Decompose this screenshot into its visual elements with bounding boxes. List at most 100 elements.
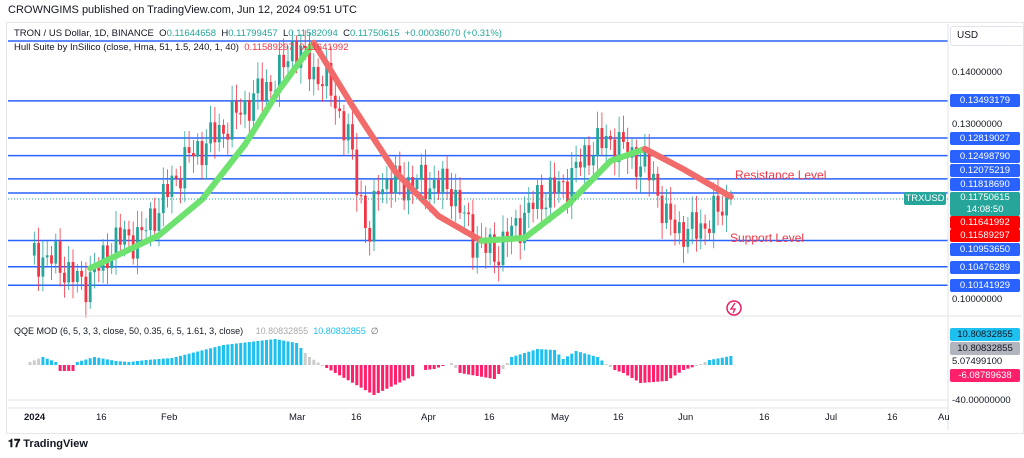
qqe-bar xyxy=(604,364,608,365)
qqe-bar xyxy=(716,358,720,365)
candle xyxy=(161,183,165,214)
qqe-bar xyxy=(157,359,161,365)
candle xyxy=(45,255,49,258)
candle xyxy=(488,234,492,253)
qqe-bar xyxy=(84,359,88,365)
qqe-bar xyxy=(703,362,707,365)
qqe-bar xyxy=(247,342,251,365)
candle xyxy=(32,242,36,256)
qqe-bar xyxy=(389,365,393,387)
candle xyxy=(402,178,406,201)
candle xyxy=(71,261,75,283)
qqe-bar xyxy=(174,356,178,365)
candle xyxy=(708,228,711,234)
candle xyxy=(639,166,642,177)
qqe-bar xyxy=(406,365,410,379)
price-tick: 0.13000000 xyxy=(952,119,1003,130)
qqe-bar xyxy=(535,349,539,365)
candle xyxy=(101,245,105,271)
hull-legend: Hull Suite by InSilico (close, Hma, 51, … xyxy=(14,42,349,53)
qqe-bar xyxy=(41,357,45,365)
candle xyxy=(157,213,161,231)
candle xyxy=(415,179,419,190)
qqe-bar xyxy=(376,365,380,393)
candle xyxy=(591,155,595,166)
qqe-bar xyxy=(308,357,311,365)
candle xyxy=(394,165,397,194)
qqe-bar xyxy=(252,341,256,365)
candle xyxy=(110,258,114,269)
level-tag: 0.12819027 xyxy=(950,132,1020,145)
candle xyxy=(557,181,561,194)
candle xyxy=(587,145,591,166)
qqe-bar xyxy=(566,356,569,365)
candle xyxy=(149,208,152,231)
candle xyxy=(531,202,535,210)
qqe-bar xyxy=(505,363,509,365)
candle xyxy=(88,272,92,303)
candle xyxy=(200,141,204,166)
hull-value-2: 0.11641992 xyxy=(299,42,349,53)
candle xyxy=(716,195,720,212)
candle xyxy=(656,173,660,196)
candle xyxy=(355,149,359,196)
level-tag: 0.12075219 xyxy=(950,164,1020,177)
tradingview-logo[interactable]: 𝟏𝟕 TradingView xyxy=(8,438,88,451)
candle xyxy=(153,208,157,231)
qqe-bar xyxy=(617,365,621,372)
currency-button[interactable]: USD xyxy=(950,26,1024,46)
symbol-title[interactable]: TRON / US Dollar, 1D, BINANCE xyxy=(14,28,154,39)
candle xyxy=(41,257,45,277)
qqe-value-2: 10.80832855 xyxy=(313,326,366,336)
qqe-bar xyxy=(484,365,488,378)
qqe-bar xyxy=(578,352,582,365)
qqe-bar xyxy=(475,365,479,376)
candle xyxy=(140,227,144,231)
qqe-bar xyxy=(243,342,247,365)
time-label: Mar xyxy=(289,412,306,423)
qqe-bar xyxy=(67,365,71,371)
qqe-bar xyxy=(514,355,518,365)
candle xyxy=(579,161,582,168)
candle xyxy=(239,112,243,115)
candle xyxy=(192,153,195,157)
qqe-bar xyxy=(226,344,230,365)
qqe-value-1: 10.80832855 xyxy=(255,326,309,336)
level-tag: 0.10476289 xyxy=(950,261,1020,274)
time-label: Au xyxy=(938,412,950,423)
candle xyxy=(282,54,286,68)
flash-icon[interactable] xyxy=(726,300,742,316)
qqe-bar xyxy=(548,349,552,365)
hull-title[interactable]: Hull Suite by InSilico (close, Hma, 51, … xyxy=(14,42,239,53)
qqe-bar xyxy=(712,359,716,365)
qqe-bar xyxy=(54,362,58,365)
qqe-bar xyxy=(690,365,694,368)
candle xyxy=(80,270,83,277)
qqe-bar xyxy=(179,355,182,365)
qqe-bar xyxy=(329,365,333,371)
qqe-bar xyxy=(557,354,561,365)
hull-tag: 0.11641992 xyxy=(950,216,1020,229)
qqe-bar xyxy=(170,358,174,365)
candle xyxy=(230,101,234,140)
qqe-bar xyxy=(299,348,303,365)
qqe-title[interactable]: QQE MOD (6, 5, 3, 3, close, 50, 0.35, 6,… xyxy=(14,326,244,336)
candle xyxy=(235,101,238,113)
qqe-bar xyxy=(527,351,531,365)
candle xyxy=(634,147,638,177)
qqe-bar xyxy=(656,365,660,382)
qqe-bar xyxy=(153,359,157,365)
candle xyxy=(445,168,449,190)
published-header: CROWNGIMS published on TradingView.com, … xyxy=(8,4,357,16)
time-label: 16 xyxy=(96,412,107,423)
close-value: 0.11750615 xyxy=(349,28,400,39)
candle xyxy=(682,222,685,247)
qqe-bar xyxy=(131,361,135,365)
candle xyxy=(243,100,247,115)
level-tag: 0.13493179 xyxy=(950,94,1020,107)
candle xyxy=(93,267,96,273)
high-value: 0.11799457 xyxy=(228,28,278,39)
qqe-bar xyxy=(501,365,505,369)
qqe-bar xyxy=(531,350,535,365)
